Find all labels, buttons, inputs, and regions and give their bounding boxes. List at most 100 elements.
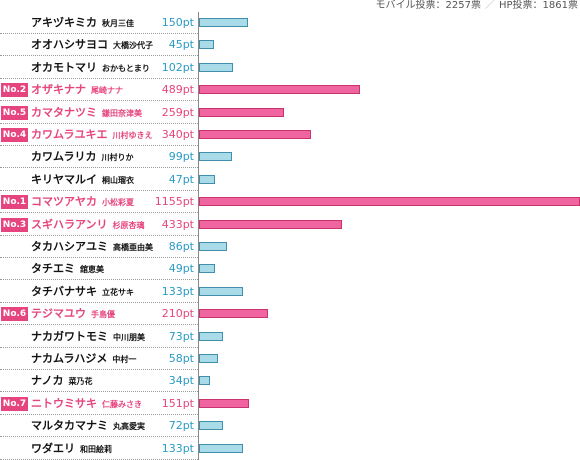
candidate-kanji: 手島優 — [91, 310, 115, 320]
candidate-name: マルタカマナミ 丸高愛実 — [31, 418, 145, 434]
candidate-name: タカハシアユミ 高橋亜由美 — [31, 239, 153, 255]
candidate-kana: カワムラリカ — [31, 150, 97, 164]
points-bar — [199, 152, 232, 162]
candidate-kana: オザキナナ — [31, 83, 86, 97]
chart-row: カワムラリカ 川村りか 99pt — [0, 146, 580, 169]
points-bar — [199, 130, 311, 139]
candidate-kanji: 桐山瑠衣 — [102, 175, 134, 185]
chart-row: アキヅキミカ 秋月三佳 150pt — [0, 12, 580, 34]
candidate-name: ナノカ 菜乃花 — [31, 373, 92, 389]
row-separator — [0, 279, 198, 281]
chart-row: キリヤマルイ 桐山瑠衣 47pt — [0, 169, 580, 191]
candidate-kana: カマタナツミ — [31, 105, 97, 119]
candidate-kana: ワダエリ — [31, 441, 75, 455]
points-bar — [199, 376, 210, 386]
points-bar — [199, 309, 268, 319]
candidate-kana: ニトウミサキ — [31, 396, 97, 410]
points-label: 340pt — [161, 128, 194, 141]
chart-row: ナカガワトモミ 中川朋美 73pt — [0, 326, 580, 348]
candidate-kanji: 小松彩夏 — [102, 198, 134, 208]
candidate-kanji: 舘恵美 — [80, 265, 104, 275]
points-bar — [199, 354, 218, 363]
candidate-name: スギハラアンリ 杉原杏璃 — [31, 217, 145, 233]
candidate-kana: ナカガワトモミ — [31, 329, 108, 343]
chart-row: オオハシサヨコ 大橋沙代子 45pt — [0, 34, 580, 57]
candidate-name: カワムラリカ 川村りか — [31, 149, 133, 165]
row-separator — [0, 212, 198, 214]
candidate-name: タチエミ 舘恵美 — [31, 261, 104, 277]
candidate-kana: オカモトマリ — [31, 60, 97, 74]
candidate-kanji: 高橋亜由美 — [113, 243, 153, 252]
points-bar — [199, 174, 215, 184]
points-label: 73pt — [168, 329, 194, 343]
candidate-name: コマツアヤカ 小松彩夏 — [31, 194, 134, 210]
candidate-kanji: 杉原杏璃 — [112, 220, 145, 230]
points-label: 86pt — [168, 240, 194, 253]
row-separator — [0, 122, 198, 124]
chart-row: タチエミ 舘恵美 49pt — [0, 258, 580, 281]
points-bar — [199, 18, 248, 27]
row-separator — [0, 234, 198, 236]
candidate-kanji: 中川朋美 — [113, 332, 145, 342]
rank-badge: No.6 — [1, 307, 28, 322]
chart-axis-line — [198, 12, 199, 460]
candidate-kanji: 仁藤みさき — [102, 399, 142, 409]
points-label: 210pt — [161, 307, 194, 321]
candidate-name: ワダエリ 和田絵莉 — [31, 441, 112, 457]
rank-badge: No.5 — [1, 105, 28, 120]
summary-separator: ／ — [485, 0, 495, 11]
candidate-kanji: 川村ゆきえ — [112, 131, 153, 140]
ranking-bar-chart: アキヅキミカ 秋月三佳 150pt オオハシサヨコ 大橋沙代子 45pt オカモトマリ おかも… — [0, 12, 580, 460]
chart-row: ワダエリ 和田絵莉 133pt — [0, 438, 580, 460]
points-label: 151pt — [161, 396, 194, 410]
candidate-kanji: 菜乃花 — [68, 377, 93, 387]
row-separator — [0, 346, 198, 348]
row-separator — [0, 145, 198, 146]
points-bar — [199, 443, 243, 453]
candidate-kana: カワムラユキエ — [31, 128, 108, 141]
row-separator — [0, 100, 198, 102]
chart-row: オカモトマリ おかもとまり 102pt — [0, 57, 580, 79]
chart-row: タカハシアユミ 高橋亜由美 86pt — [0, 236, 580, 258]
candidate-kana: タチエミ — [31, 262, 75, 276]
row-separator — [0, 436, 198, 438]
vote-summary: モバイル投票：2257票 ／ HP投票：1861票 — [376, 0, 578, 12]
rank-badge: No.7 — [1, 396, 28, 411]
points-label: 433pt — [161, 217, 194, 231]
points-bar — [199, 197, 580, 207]
points-bar — [199, 219, 342, 229]
candidate-kana: キリヤマルイ — [31, 172, 97, 186]
candidate-name: ナカムラハジメ 中村一 — [31, 351, 136, 367]
points-bar — [199, 242, 227, 251]
candidate-name: カワムラユキエ 川村ゆきえ — [31, 127, 152, 143]
row-separator — [0, 391, 198, 393]
points-bar — [199, 421, 223, 431]
rank-badge: No.4 — [1, 128, 28, 142]
points-label: 99pt — [168, 150, 194, 164]
candidate-kana: スギハラアンリ — [31, 217, 108, 231]
points-label: 133pt — [161, 441, 194, 455]
candidate-name: キリヤマルイ 桐山瑠衣 — [31, 172, 134, 188]
chart-row: No.4 カワムラユキエ 川村ゆきえ 340pt — [0, 124, 580, 146]
candidate-kanji: おかもとまり — [102, 63, 150, 73]
points-label: 58pt — [168, 352, 194, 365]
candidate-kanji: 丸高愛実 — [113, 422, 145, 432]
candidate-name: カマタナツミ 鎌田奈津美 — [31, 105, 142, 121]
chart-row: ナカムラハジメ 中村一 58pt — [0, 348, 580, 370]
row-separator — [0, 413, 198, 415]
candidate-name: テジマユウ 手島優 — [31, 306, 115, 322]
points-label: 47pt — [168, 172, 194, 186]
row-separator — [0, 369, 198, 370]
points-bar — [199, 264, 215, 274]
points-label: 72pt — [168, 419, 194, 433]
points-label: 150pt — [161, 16, 194, 29]
candidate-kanji: 和田絵莉 — [80, 444, 112, 454]
rank-badge: No.3 — [1, 217, 28, 232]
candidate-name: オオハシサヨコ 大橋沙代子 — [31, 37, 153, 53]
candidate-kana: マルタカマナミ — [31, 419, 108, 433]
candidate-name: タチバナサキ 立花サキ — [31, 284, 134, 300]
chart-row: No.7 ニトウミサキ 仁藤みさき 151pt — [0, 393, 580, 415]
chart-row: ナノカ 菜乃花 34pt — [0, 370, 580, 393]
candidate-kana: コマツアヤカ — [31, 195, 97, 209]
row-separator — [0, 77, 198, 79]
